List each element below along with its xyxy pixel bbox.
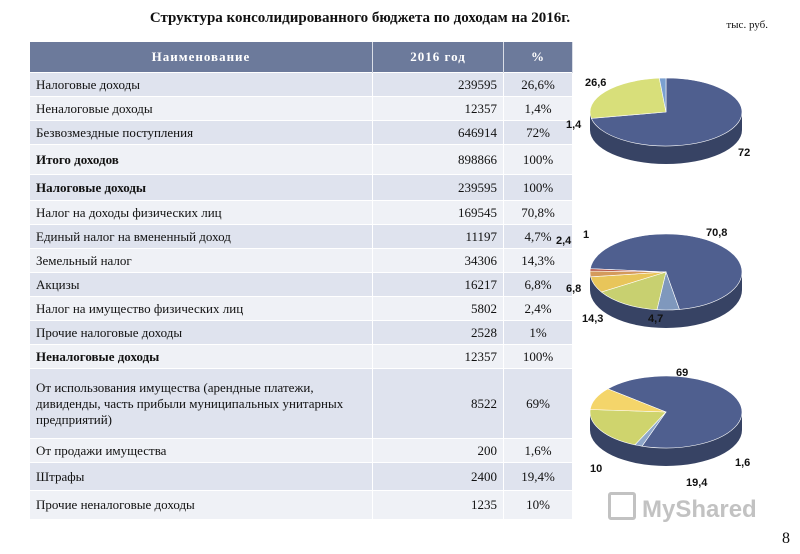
chart-cell: [572, 344, 778, 369]
budget-table: Наименование 2016 год % Налоговые доходы…: [30, 42, 778, 519]
table-row: Неналоговые доходы 12357 1,4%: [30, 96, 778, 121]
row-name: Неналоговые доходы: [30, 344, 373, 369]
chart-cell: [572, 144, 778, 175]
chart-cell: [572, 320, 778, 345]
row-name: Акцизы: [30, 272, 373, 297]
row-value: 34306: [372, 248, 504, 273]
chart-cell: [572, 248, 778, 273]
table-row: Штрафы 2400 19,4%: [30, 462, 778, 491]
chart-cell: [572, 272, 778, 297]
page-title: Структура консолидированного бюджета по …: [149, 10, 571, 26]
row-value: 16217: [372, 272, 504, 297]
row-percent: 6,8%: [503, 272, 573, 297]
header-percent: %: [503, 42, 573, 73]
watermark-logo-icon: [608, 492, 636, 520]
row-percent: 100%: [503, 174, 573, 201]
row-name: Безвозмездные поступления: [30, 120, 373, 145]
table-row: Акцизы 16217 6,8%: [30, 272, 778, 297]
row-value: 239595: [372, 174, 504, 201]
chart-cell: [572, 224, 778, 249]
page-number: 8: [782, 530, 790, 547]
table-header: Наименование 2016 год %: [30, 42, 778, 73]
row-name: Единый налог на вмененный доход: [30, 224, 373, 249]
watermark-text: MyShared: [642, 496, 757, 523]
row-name: От продажи имущества: [30, 438, 373, 463]
table-row: Прочие неналоговые доходы 1235 10%: [30, 490, 778, 519]
row-percent: 100%: [503, 344, 573, 369]
row-percent: 19,4%: [503, 462, 573, 491]
row-value: 1235: [372, 490, 504, 519]
table-row: Земельный налог 34306 14,3%: [30, 248, 778, 273]
row-percent: 4,7%: [503, 224, 573, 249]
row-value: 8522: [372, 368, 504, 439]
row-value: 11197: [372, 224, 504, 249]
row-name: Прочие неналоговые доходы: [30, 490, 373, 519]
row-percent: 100%: [503, 144, 573, 175]
row-percent: 26,6%: [503, 72, 573, 97]
row-name: Земельный налог: [30, 248, 373, 273]
table-row: Безвозмездные поступления 646914 72%: [30, 120, 778, 145]
table-row: Единый налог на вмененный доход 11197 4,7%: [30, 224, 778, 249]
table-row: Налог на имущество физических лиц 5802 2,4…: [30, 296, 778, 321]
row-value: 2528: [372, 320, 504, 345]
table-row: От использования имущества (арендные пла…: [30, 368, 778, 439]
table-row: Прочие налоговые доходы 2528 1%: [30, 320, 778, 345]
row-name: Налоговые доходы: [30, 174, 373, 201]
row-name: Налог на имущество физических лиц: [30, 296, 373, 321]
row-value: 898866: [372, 144, 504, 175]
row-percent: 1%: [503, 320, 573, 345]
chart-cell: [572, 296, 778, 321]
chart-cell: [572, 462, 778, 491]
chart-cell: [572, 368, 778, 439]
row-value: 12357: [372, 344, 504, 369]
row-percent: 69%: [503, 368, 573, 439]
row-name: От использования имущества (арендные пла…: [30, 368, 373, 439]
units-label: тыс. руб.: [726, 19, 768, 31]
chart-cell: [572, 490, 778, 519]
row-value: 169545: [372, 200, 504, 225]
row-value: 239595: [372, 72, 504, 97]
row-percent: 1,6%: [503, 438, 573, 463]
table-row: Налог на доходы физических лиц 169545 70,8…: [30, 200, 778, 225]
chart-cell: [572, 438, 778, 463]
table-row: Налоговые доходы 239595 100%: [30, 174, 778, 201]
row-name: Налог на доходы физических лиц: [30, 200, 373, 225]
row-name: Неналоговые доходы: [30, 96, 373, 121]
chart-cell: [572, 72, 778, 97]
header-name: Наименование: [30, 42, 373, 73]
row-name: Прочие налоговые доходы: [30, 320, 373, 345]
row-percent: 14,3%: [503, 248, 573, 273]
row-value: 200: [372, 438, 504, 463]
watermark: MyShared: [608, 492, 757, 524]
table-row: Налоговые доходы 239595 26,6%: [30, 72, 778, 97]
chart-cell: [572, 174, 778, 201]
header-year: 2016 год: [372, 42, 504, 73]
row-name: Налоговые доходы: [30, 72, 373, 97]
chart-cell: [572, 200, 778, 225]
chart-cell: [572, 120, 778, 145]
table-row: От продажи имущества 200 1,6%: [30, 438, 778, 463]
table-row: Неналоговые доходы 12357 100%: [30, 344, 778, 369]
row-value: 5802: [372, 296, 504, 321]
table-row: Итого доходов 898866 100%: [30, 144, 778, 175]
row-percent: 10%: [503, 490, 573, 519]
row-percent: 1,4%: [503, 96, 573, 121]
chart-cell: [572, 96, 778, 121]
row-name: Штрафы: [30, 462, 373, 491]
row-percent: 70,8%: [503, 200, 573, 225]
row-percent: 2,4%: [503, 296, 573, 321]
row-name: Итого доходов: [30, 144, 373, 175]
row-value: 12357: [372, 96, 504, 121]
row-percent: 72%: [503, 120, 573, 145]
row-value: 2400: [372, 462, 504, 491]
row-value: 646914: [372, 120, 504, 145]
